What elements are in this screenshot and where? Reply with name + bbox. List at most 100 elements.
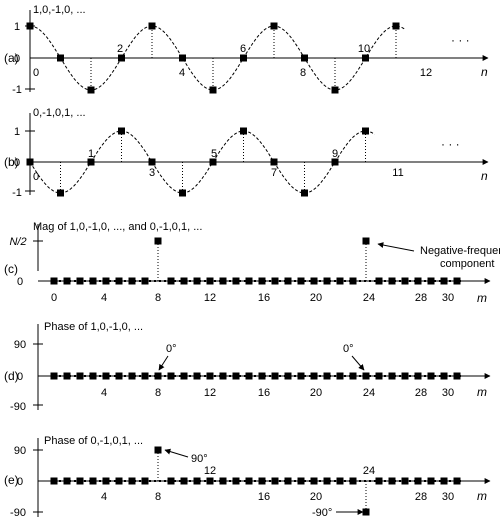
panel-b-x-tick-label: 9 <box>332 148 338 160</box>
panel-e-x-tick-label: 24 <box>363 465 375 477</box>
panel-a-y-tick-label: 0 <box>14 53 20 65</box>
sample-point <box>128 277 136 285</box>
panel-a-x-tick-label: 8 <box>300 67 306 79</box>
sample-point <box>427 372 435 380</box>
sample-point <box>26 158 34 166</box>
panel-c: (c) Mag of 1,0,-1,0, ..., and 0,-1,0,1, … <box>4 221 500 305</box>
sample-point <box>102 477 110 485</box>
sample-point <box>297 372 305 380</box>
panel-e-y-tick-label: 90 <box>14 445 26 457</box>
panel-d-x-tick-label: 20 <box>310 387 322 399</box>
sample-point <box>57 189 64 197</box>
sample-point <box>167 477 175 485</box>
sample-point <box>76 477 84 485</box>
sample-point <box>232 277 240 285</box>
panel-c-x-tick-label: 12 <box>204 292 216 304</box>
sample-point <box>209 158 217 166</box>
panel-d-y-tick-label: -90 <box>10 401 26 413</box>
sample-point <box>128 477 136 485</box>
panel-c-x-tick-label: 28 <box>415 292 427 304</box>
sample-point <box>148 22 156 30</box>
panel-a-x-tick-label: 6 <box>240 43 246 55</box>
panel-a: (a) 1,0,-1,0, ... 1 0 -1 n · · · 0 2 4 6… <box>4 4 489 96</box>
panel-d-x-tick-label: 16 <box>258 387 270 399</box>
panel-d: (d) Phase of 1,0,-1,0, ... 90 0 -90 m 4 … <box>4 321 491 413</box>
sample-point <box>271 372 279 380</box>
panel-e: (e) Phase of 0,-1,0,1, ... 90 0 -90 m 4 … <box>4 435 491 519</box>
sample-point <box>206 277 214 285</box>
sample-point <box>219 372 227 380</box>
panel-d-y-tick-label: 90 <box>14 339 26 351</box>
sample-point <box>331 86 339 94</box>
sample-point <box>118 127 125 135</box>
sample-point <box>375 477 383 485</box>
sample-point <box>57 54 64 62</box>
panel-e-x-tick-label: 16 <box>258 491 270 503</box>
panel-e-caption: Phase of 0,-1,0,1, ... <box>44 435 143 447</box>
sample-point <box>180 277 188 285</box>
panel-b-marks <box>26 127 375 197</box>
sample-point <box>271 277 279 285</box>
sample-point <box>26 22 34 30</box>
sample-point <box>180 477 188 485</box>
panel-d-x-tick-label: 12 <box>204 387 216 399</box>
panel-c-marks <box>50 237 461 285</box>
panel-b-y-tick-label: 0 <box>14 157 20 169</box>
panel-b: (b) 0,-1,0,1, ... 1 0 -1 n · · · 0 1 3 5… <box>4 107 489 199</box>
sample-point <box>323 277 331 285</box>
sample-point <box>141 372 149 380</box>
sample-point <box>167 372 175 380</box>
panel-d-x-tick-label: 24 <box>363 387 375 399</box>
sample-point <box>179 54 186 62</box>
sample-point <box>362 127 369 135</box>
sample-point <box>270 22 278 30</box>
panel-e-label: (e) <box>4 473 19 487</box>
sample-point <box>102 277 110 285</box>
sample-point <box>297 477 305 485</box>
sample-point <box>154 237 162 245</box>
sample-point <box>414 372 422 380</box>
sample-point <box>206 477 214 485</box>
sample-point <box>245 372 253 380</box>
sample-point <box>323 477 331 485</box>
panel-e-marks <box>50 446 461 516</box>
sample-point <box>362 54 369 62</box>
sample-point <box>219 277 227 285</box>
sample-point <box>336 277 344 285</box>
sample-point <box>440 277 448 285</box>
sample-point <box>270 158 278 166</box>
sample-point <box>453 477 461 485</box>
panel-e-x-tick-label: 4 <box>101 491 107 503</box>
panel-e-x-tick-label: 8 <box>155 491 161 503</box>
panel-b-x-tick-label: 11 <box>392 167 403 179</box>
panel-e-y-tick-label: -90 <box>10 507 26 519</box>
sample-point <box>89 477 97 485</box>
sample-point <box>375 277 383 285</box>
sample-point <box>258 477 266 485</box>
sample-point <box>284 372 292 380</box>
sample-point <box>414 477 422 485</box>
sample-point <box>87 86 95 94</box>
sample-point <box>193 477 201 485</box>
sample-point <box>362 372 370 380</box>
panel-c-caption: Mag of 1,0,-1,0, ..., and 0,-1,0,1, ... <box>33 221 202 233</box>
panel-c-x-tick-label: 4 <box>101 292 107 304</box>
sample-point <box>141 277 149 285</box>
sample-point <box>154 372 162 380</box>
panel-b-x-tick-label: 0 <box>33 171 39 183</box>
panel-d-x-tick-label: 28 <box>415 387 427 399</box>
sample-point <box>245 477 253 485</box>
sample-point <box>193 277 201 285</box>
panel-a-y-tick-label: 1 <box>14 21 20 33</box>
sample-point <box>336 372 344 380</box>
panel-e-x-tick-label: 20 <box>310 491 322 503</box>
panel-b-x-tick-label: 5 <box>211 148 217 160</box>
sample-point <box>336 477 344 485</box>
sample-point <box>284 477 292 485</box>
sample-point <box>141 477 149 485</box>
panel-a-x-tick-label: 0 <box>33 67 39 79</box>
sample-point <box>401 477 409 485</box>
sample-point <box>401 372 409 380</box>
sample-point <box>76 372 84 380</box>
sample-point <box>388 477 396 485</box>
